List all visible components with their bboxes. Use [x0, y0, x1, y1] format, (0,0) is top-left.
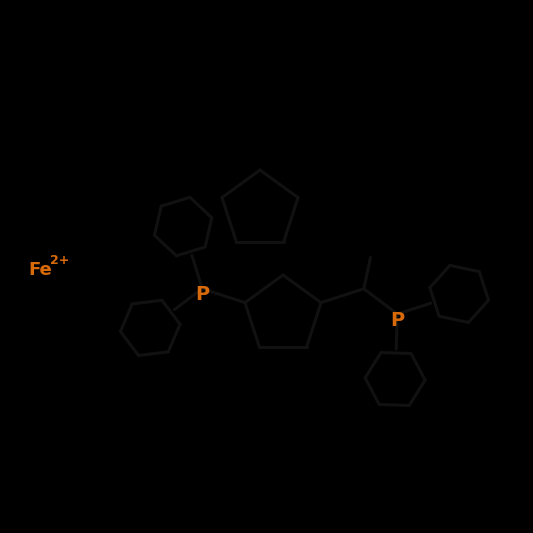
Text: 2+: 2+: [50, 254, 69, 268]
Text: Fe: Fe: [28, 261, 52, 279]
Text: P: P: [390, 311, 405, 329]
Text: P: P: [195, 285, 209, 304]
